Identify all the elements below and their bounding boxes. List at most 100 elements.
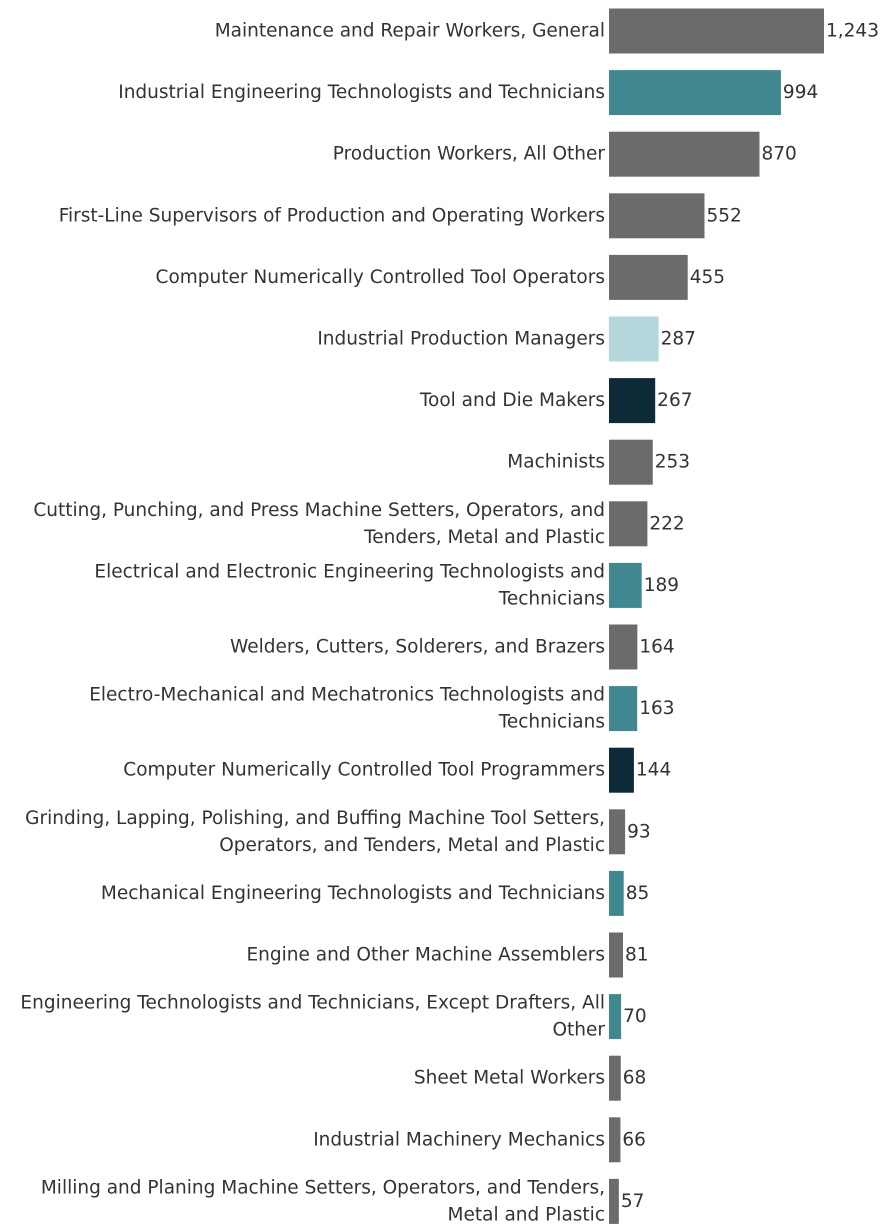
value-label: 552 (706, 205, 741, 226)
bar-row: Industrial Engineering Technologists and… (118, 70, 818, 116)
bar (609, 624, 638, 670)
category-label-line: Electrical and Electronic Engineering Te… (94, 561, 605, 582)
value-label: 870 (761, 144, 796, 165)
category-label: Industrial Production Managers (317, 329, 605, 350)
category-label-line: Industrial Production Managers (317, 329, 605, 350)
category-label-line: Welders, Cutters, Solderers, and Brazers (230, 637, 605, 658)
category-label: Cutting, Punching, and Press Machine Set… (33, 500, 605, 548)
bar (609, 131, 760, 177)
bar-row: Industrial Machinery Mechanics 66 (313, 1117, 646, 1163)
bar-row: Engineering Technologists and Technician… (20, 993, 646, 1041)
category-label: Mechanical Engineering Technologists and… (101, 883, 605, 904)
category-label: Industrial Machinery Mechanics (313, 1129, 605, 1150)
bar (609, 1178, 619, 1224)
bar-row: Computer Numerically Controlled Tool Pro… (123, 747, 671, 793)
category-label: Grinding, Lapping, Polishing, and Buffin… (25, 808, 605, 856)
category-label: Computer Numerically Controlled Tool Pro… (123, 760, 605, 781)
bar (609, 994, 622, 1040)
category-label-line: Machinists (507, 452, 605, 473)
category-label-line: Milling and Planing Machine Setters, Ope… (41, 1177, 605, 1198)
value-label: 85 (626, 883, 650, 904)
bar (609, 316, 659, 362)
bar (609, 686, 638, 732)
bar-row: Electrical and Electronic Engineering Te… (94, 561, 679, 609)
category-label-line: First-Line Supervisors of Production and… (59, 205, 605, 226)
category-label: Milling and Planing Machine Setters, Ope… (41, 1177, 605, 1225)
bar-row: Industrial Production Managers 287 (317, 316, 696, 362)
value-label: 81 (625, 945, 649, 966)
category-label: Electrical and Electronic Engineering Te… (94, 561, 605, 609)
category-label-line: Maintenance and Repair Workers, General (215, 21, 605, 42)
value-label: 287 (661, 329, 696, 350)
bar (609, 1117, 621, 1163)
bar-row: Computer Numerically Controlled Tool Ope… (156, 254, 725, 300)
value-label: 66 (622, 1129, 646, 1150)
bar (609, 809, 626, 855)
bar-row: Maintenance and Repair Workers, General 1… (215, 8, 879, 54)
category-label-line: Computer Numerically Controlled Tool Ope… (156, 267, 605, 288)
bar-row: Machinists 253 (507, 439, 690, 485)
bar-row: First-Line Supervisors of Production and… (59, 193, 742, 239)
category-label: Production Workers, All Other (333, 144, 606, 165)
bar-row: Mechanical Engineering Technologists and… (101, 870, 650, 916)
category-label-line: Production Workers, All Other (333, 144, 606, 165)
bar (609, 254, 688, 300)
bar (609, 1055, 621, 1101)
category-label-line: Engine and Other Machine Assemblers (246, 945, 605, 966)
category-label: Industrial Engineering Technologists and… (118, 82, 605, 103)
bar (609, 870, 624, 916)
value-label: 253 (655, 452, 690, 473)
value-label: 68 (623, 1068, 647, 1089)
value-label: 189 (644, 575, 679, 596)
bar (609, 501, 648, 547)
category-label: Welders, Cutters, Solderers, and Brazers (230, 637, 605, 658)
bar (609, 378, 656, 424)
bar-row: Tool and Die Makers 267 (419, 378, 692, 424)
bar (609, 562, 642, 608)
category-label-line: Industrial Engineering Technologists and… (118, 82, 605, 103)
value-label: 163 (639, 698, 674, 719)
category-label-line: Technicians (498, 712, 605, 733)
bar-row: Milling and Planing Machine Setters, Ope… (41, 1177, 645, 1225)
value-label: 164 (639, 637, 674, 658)
value-label: 57 (621, 1191, 645, 1212)
category-label-line: Tenders, Metal and Plastic (363, 527, 605, 548)
category-label: First-Line Supervisors of Production and… (59, 205, 605, 226)
value-label: 994 (783, 82, 818, 103)
category-label-line: Other (552, 1020, 605, 1041)
category-label: Tool and Die Makers (419, 390, 605, 411)
bar-row: Engine and Other Machine Assemblers 81 (246, 932, 649, 978)
category-label-line: Tool and Die Makers (419, 390, 605, 411)
category-label-line: Grinding, Lapping, Polishing, and Buffin… (25, 808, 605, 829)
value-label: 222 (649, 513, 684, 534)
bar-row: Production Workers, All Other 870 (333, 131, 797, 177)
category-label: Computer Numerically Controlled Tool Ope… (156, 267, 605, 288)
bar (609, 193, 705, 239)
bar (609, 70, 781, 116)
category-label-line: Electro-Mechanical and Mechatronics Tech… (89, 685, 605, 706)
value-label: 267 (657, 390, 692, 411)
value-label: 1,243 (826, 21, 879, 42)
bar (609, 932, 624, 978)
category-label-line: Computer Numerically Controlled Tool Pro… (123, 760, 605, 781)
bar (609, 747, 634, 793)
bar-row: Electro-Mechanical and Mechatronics Tech… (89, 685, 674, 733)
bar-row: Cutting, Punching, and Press Machine Set… (33, 500, 684, 548)
category-label-line: Technicians (498, 588, 605, 609)
value-label: 144 (636, 760, 671, 781)
category-label: Machinists (507, 452, 605, 473)
category-label: Engine and Other Machine Assemblers (246, 945, 605, 966)
bar (609, 439, 653, 485)
bar-row: Grinding, Lapping, Polishing, and Buffin… (25, 808, 650, 856)
value-label: 455 (690, 267, 725, 288)
bar-row: Sheet Metal Workers 68 (414, 1055, 647, 1101)
category-label-line: Sheet Metal Workers (414, 1068, 605, 1089)
category-label-line: Engineering Technologists and Technician… (20, 993, 605, 1014)
category-label-line: Cutting, Punching, and Press Machine Set… (33, 500, 605, 521)
category-label-line: Industrial Machinery Mechanics (313, 1129, 605, 1150)
category-label-line: Mechanical Engineering Technologists and… (101, 883, 605, 904)
category-label: Engineering Technologists and Technician… (20, 993, 605, 1041)
category-label-line: Metal and Plastic (448, 1204, 605, 1225)
category-label: Electro-Mechanical and Mechatronics Tech… (89, 685, 605, 733)
